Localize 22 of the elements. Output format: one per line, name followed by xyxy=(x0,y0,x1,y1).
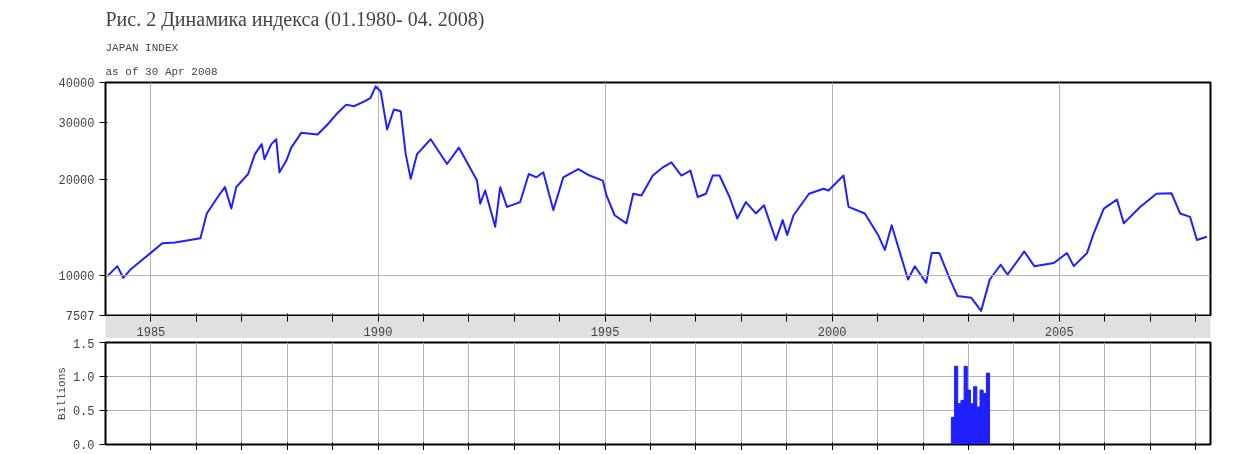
x-tick-label: 1995 xyxy=(590,325,620,340)
x-tick-label: 2005 xyxy=(1044,325,1074,340)
y-tick-label: 40000 xyxy=(58,77,95,91)
y-tick-label: 1.5 xyxy=(72,337,95,352)
x-tick-label: 1990 xyxy=(363,325,393,340)
bar xyxy=(985,372,991,445)
y-tick-label: 0.0 xyxy=(72,439,95,453)
chart-subtitle: JAPAN INDEX xyxy=(105,41,179,54)
text: as of 30 Apr 2008 xyxy=(105,65,218,78)
y-tick-label: 1.0 xyxy=(72,371,95,385)
y-tick-label: 7507 xyxy=(65,310,95,324)
line-series xyxy=(106,85,1208,312)
x-tick-label: 2000 xyxy=(817,325,847,340)
x-tick-label: 1985 xyxy=(136,325,166,340)
y-tick-label: 10000 xyxy=(58,270,95,285)
y-tick-label: 30000 xyxy=(58,117,95,132)
y-tick-label: 0.5 xyxy=(72,405,95,419)
chart-title: Рис. 2 Динамика индекса (01.1980- 04. 2008) xyxy=(105,7,485,31)
bar xyxy=(979,389,984,445)
bar xyxy=(963,365,968,445)
y-axis-title: Billions xyxy=(55,367,68,420)
y-tick-label: 20000 xyxy=(58,173,95,188)
